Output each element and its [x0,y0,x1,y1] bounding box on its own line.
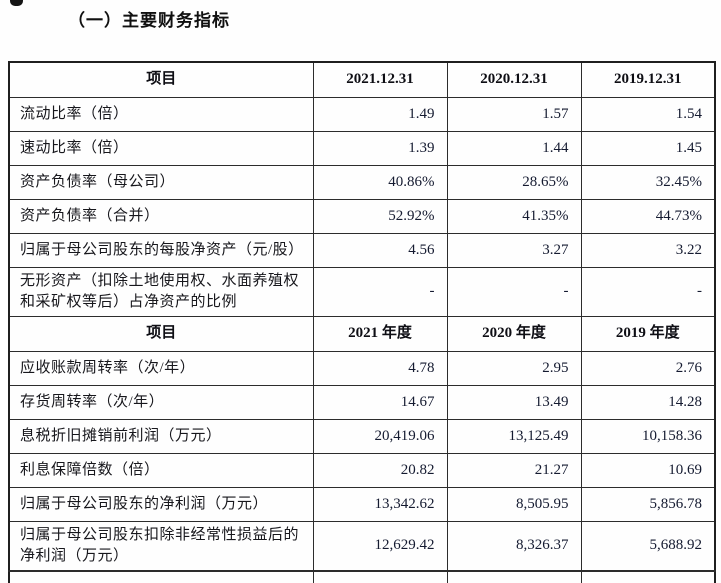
table-row: 归属于母公司股东的每股净资产（元/股） 4.56 3.27 3.22 [8,232,716,268]
table-row: 资产负债率（母公司） 40.86% 28.65% 32.45% [8,164,716,200]
row-value: 10.69 [580,452,716,488]
section-title: （一）主要财务指标 [68,11,230,30]
row-value: - [446,266,582,317]
row-value: 14.67 [312,384,448,420]
table-row: 息税折旧摊销前利润（万元） 20,419.06 13,125.49 10,158.36 [8,418,716,454]
row-value: - [580,266,716,317]
cropped-text-remnant [10,0,23,6]
column-header-period: 2020 年度 [446,315,582,352]
row-label: 速动比率（倍） [8,130,314,166]
row-cell-cropped [446,569,582,583]
row-value: 52.92% [312,198,448,234]
row-value: 8,505.95 [446,486,582,522]
table-row: 利息保障倍数（倍） 20.82 21.27 10.69 [8,452,716,488]
row-value: 1.57 [446,96,582,132]
table-row: 应收账款周转率（次/年） 4.78 2.95 2.76 [8,350,716,386]
row-label: 息税折旧摊销前利润（万元） [8,418,314,454]
row-label: 资产负债率（合并） [8,198,314,234]
table-row: 资产负债率（合并） 52.92% 41.35% 44.73% [8,198,716,234]
table-row: 存货周转率（次/年） 14.67 13.49 14.28 [8,384,716,420]
row-value: 28.65% [446,164,582,200]
row-cell-cropped [580,569,716,583]
column-header-period: 2021 年度 [312,315,448,352]
row-value: 5,688.92 [580,520,716,571]
row-value: 5,856.78 [580,486,716,522]
row-value: 20.82 [312,452,448,488]
row-value: 2.76 [580,350,716,386]
row-value: 14.28 [580,384,716,420]
row-value: 12,629.42 [312,520,448,571]
row-label: 存货周转率（次/年） [8,384,314,420]
row-value: 20,419.06 [312,418,448,454]
row-value: 40.86% [312,164,448,200]
financial-indicators-table: 项目 2021.12.31 2020.12.31 2019.12.31 流动比率（倍） 1… [8,61,716,583]
row-value: 1.54 [580,96,716,132]
row-value: 4.56 [312,232,448,268]
row-value: 10,158.36 [580,418,716,454]
row-value: - [312,266,448,317]
table-row: 归属于母公司股东扣除非经常性损益后的净利润（万元） 12,629.42 8,326.… [8,520,716,571]
table-row: 无形资产（扣除土地使用权、水面养殖权和采矿权等后）占净资产的比例 - - - [8,266,716,317]
row-value: 4.78 [312,350,448,386]
column-header-period: 2019.12.31 [580,61,716,98]
row-value: 1.39 [312,130,448,166]
row-label: 归属于母公司股东的每股净资产（元/股） [8,232,314,268]
row-value: 21.27 [446,452,582,488]
row-value: 1.44 [446,130,582,166]
table-row-cropped [8,569,716,583]
row-label: 无形资产（扣除土地使用权、水面养殖权和采矿权等后）占净资产的比例 [8,266,314,317]
column-header-period: 2021.12.31 [312,61,448,98]
table-row: 速动比率（倍） 1.39 1.44 1.45 [8,130,716,166]
row-value: 44.73% [580,198,716,234]
row-value: 1.45 [580,130,716,166]
row-value: 13,342.62 [312,486,448,522]
row-value: 8,326.37 [446,520,582,571]
row-label: 归属于母公司股东的净利润（万元） [8,486,314,522]
row-label: 应收账款周转率（次/年） [8,350,314,386]
header-row-2: 项目 2021 年度 2020 年度 2019 年度 [8,315,716,352]
column-header-item: 项目 [8,61,314,98]
row-label: 归属于母公司股东扣除非经常性损益后的净利润（万元） [8,520,314,571]
table-row: 流动比率（倍） 1.49 1.57 1.54 [8,96,716,132]
row-value: 2.95 [446,350,582,386]
row-value: 13,125.49 [446,418,582,454]
row-cell-cropped [8,569,314,583]
row-value: 3.27 [446,232,582,268]
header-row-1: 项目 2021.12.31 2020.12.31 2019.12.31 [8,61,716,98]
table-row: 归属于母公司股东的净利润（万元） 13,342.62 8,505.95 5,856.7… [8,486,716,522]
row-label: 利息保障倍数（倍） [8,452,314,488]
row-value: 3.22 [580,232,716,268]
row-label: 流动比率（倍） [8,96,314,132]
column-header-period: 2020.12.31 [446,61,582,98]
row-label: 资产负债率（母公司） [8,164,314,200]
row-value: 1.49 [312,96,448,132]
row-value: 13.49 [446,384,582,420]
column-header-period: 2019 年度 [580,315,716,352]
column-header-item: 项目 [8,315,314,352]
row-value: 32.45% [580,164,716,200]
row-cell-cropped [312,569,448,583]
row-value: 41.35% [446,198,582,234]
